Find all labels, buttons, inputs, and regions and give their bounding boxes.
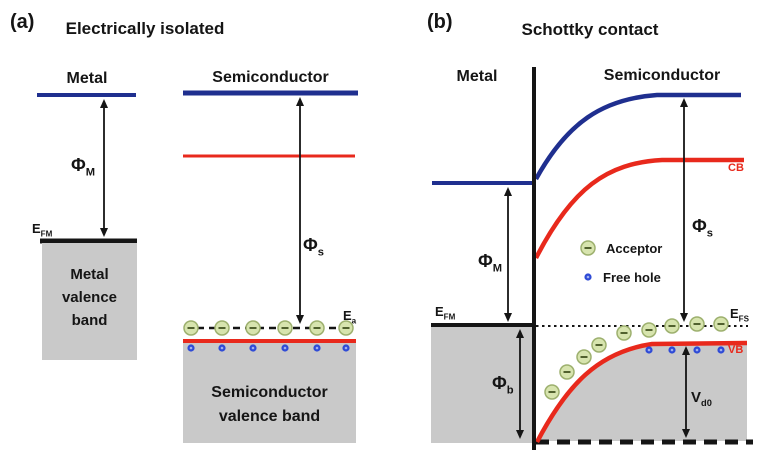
b-acceptor-chain xyxy=(544,316,729,400)
a-semiconductor-valence-band-box xyxy=(183,343,356,443)
acceptor-icon xyxy=(713,316,729,332)
free-hole-icon xyxy=(342,344,350,352)
b-valence-band-curve xyxy=(535,340,748,444)
a-acceptor-row xyxy=(183,320,354,336)
acceptor-icon xyxy=(214,320,230,336)
a-metal-valence-band-box xyxy=(42,243,137,360)
a-ea-base: E xyxy=(343,308,352,323)
b-phi-s-base: Φ xyxy=(692,216,707,236)
a-semi-box-line-1: Semiconductor xyxy=(211,384,328,401)
a-phi-s-sub: s xyxy=(317,246,324,259)
a-metal-box-line-2: valence xyxy=(61,289,118,306)
b-cb-label: CB xyxy=(728,162,744,174)
b-phi-m-base: Φ xyxy=(478,251,493,271)
free-hole-icon xyxy=(693,346,701,354)
b-phi-b-arrow xyxy=(516,329,524,439)
b-phi-m-arrow xyxy=(504,187,512,322)
a-phi-s-label: Φs xyxy=(303,236,324,259)
b-phi-m-label: ΦM xyxy=(478,252,502,275)
b-metal-valence-band-box xyxy=(431,327,532,443)
free-hole-icon xyxy=(668,346,676,354)
a-metal-box-line-1: Metal xyxy=(70,266,109,283)
a-metal-label: Metal xyxy=(66,70,108,87)
free-hole-icon xyxy=(717,346,725,354)
b-vd0-arrow xyxy=(682,346,690,438)
b-efs-sub: FS xyxy=(738,314,749,324)
b-phi-s-label: Φs xyxy=(692,217,713,240)
b-vacuum-level-curve xyxy=(534,92,741,181)
b-efs-label: EFS xyxy=(730,307,749,324)
b-efm-sub: FM xyxy=(443,312,456,322)
a-phi-s-base: Φ xyxy=(303,235,318,255)
a-efm-base: E xyxy=(32,221,41,236)
free-hole-icon xyxy=(313,344,321,352)
b-phi-s-sub: s xyxy=(706,227,713,240)
b-phi-b-base: Φ xyxy=(492,373,507,393)
acceptor-icon xyxy=(544,384,560,400)
b-phi-m-sub: M xyxy=(492,262,503,275)
a-phi-s-arrow xyxy=(296,97,304,324)
panel-a-title: Electrically isolated xyxy=(65,19,225,38)
free-hole-icon xyxy=(187,344,195,352)
free-hole-icon xyxy=(281,344,289,352)
acceptor-icon xyxy=(338,320,354,336)
acceptor-icon xyxy=(616,325,632,341)
b-efm-base: E xyxy=(435,304,444,319)
a-free-hole-row xyxy=(187,344,350,352)
a-efm-sub: FM xyxy=(40,229,53,239)
b-vd0-base: V xyxy=(691,389,702,406)
b-vd0-sub: d0 xyxy=(701,398,712,408)
panel-b-tag: (b) xyxy=(427,11,453,33)
b-phi-b-label: Φb xyxy=(492,374,514,397)
a-phi-m-sub: M xyxy=(85,166,96,179)
acceptor-icon xyxy=(309,320,325,336)
acceptor-icon xyxy=(183,320,199,336)
a-phi-m-arrow xyxy=(100,99,108,237)
legend-free-hole-label: Free hole xyxy=(603,270,661,285)
b-efm-label: EFM xyxy=(435,305,455,322)
a-phi-m-base: Φ xyxy=(71,155,86,175)
free-hole-icon xyxy=(218,344,226,352)
panel-a-tag: (a) xyxy=(10,11,35,33)
a-ea-sub: a xyxy=(351,316,357,326)
acceptor-icon xyxy=(277,320,293,336)
b-efs-base: E xyxy=(730,306,739,321)
acceptor-icon xyxy=(245,320,261,336)
b-vd0-label: Vd0 xyxy=(691,390,712,408)
a-efm-label: EFM xyxy=(32,222,52,239)
b-vb-label: VB xyxy=(728,344,744,356)
acceptor-icon xyxy=(689,316,705,332)
panel-b-title: Schottky contact xyxy=(521,20,659,39)
a-semi-box-line-2: valence band xyxy=(218,408,321,425)
legend-free-hole-icon xyxy=(584,273,592,281)
a-semiconductor-label: Semiconductor xyxy=(212,69,329,86)
a-phi-m-label: ΦM xyxy=(71,156,95,179)
legend-acceptor-label: Acceptor xyxy=(606,241,663,256)
a-ea-label: Ea xyxy=(343,309,356,326)
b-semiconductor-valence-band-region xyxy=(537,343,747,442)
a-metal-box-line-3: band xyxy=(71,312,108,329)
legend-acceptor-icon xyxy=(580,240,596,256)
acceptor-icon xyxy=(591,337,607,353)
b-phi-b-sub: b xyxy=(506,384,514,397)
acceptor-icon xyxy=(576,349,592,365)
b-phi-s-arrow xyxy=(680,98,688,322)
free-hole-icon xyxy=(249,344,257,352)
acceptor-icon xyxy=(641,322,657,338)
acceptor-icon xyxy=(559,364,575,380)
free-hole-icon xyxy=(645,346,653,354)
b-metal-label: Metal xyxy=(456,68,498,85)
b-semiconductor-label: Semiconductor xyxy=(603,67,721,84)
acceptor-icon xyxy=(664,318,680,334)
b-conduction-band-curve xyxy=(533,157,744,260)
b-free-hole-row xyxy=(645,346,725,354)
